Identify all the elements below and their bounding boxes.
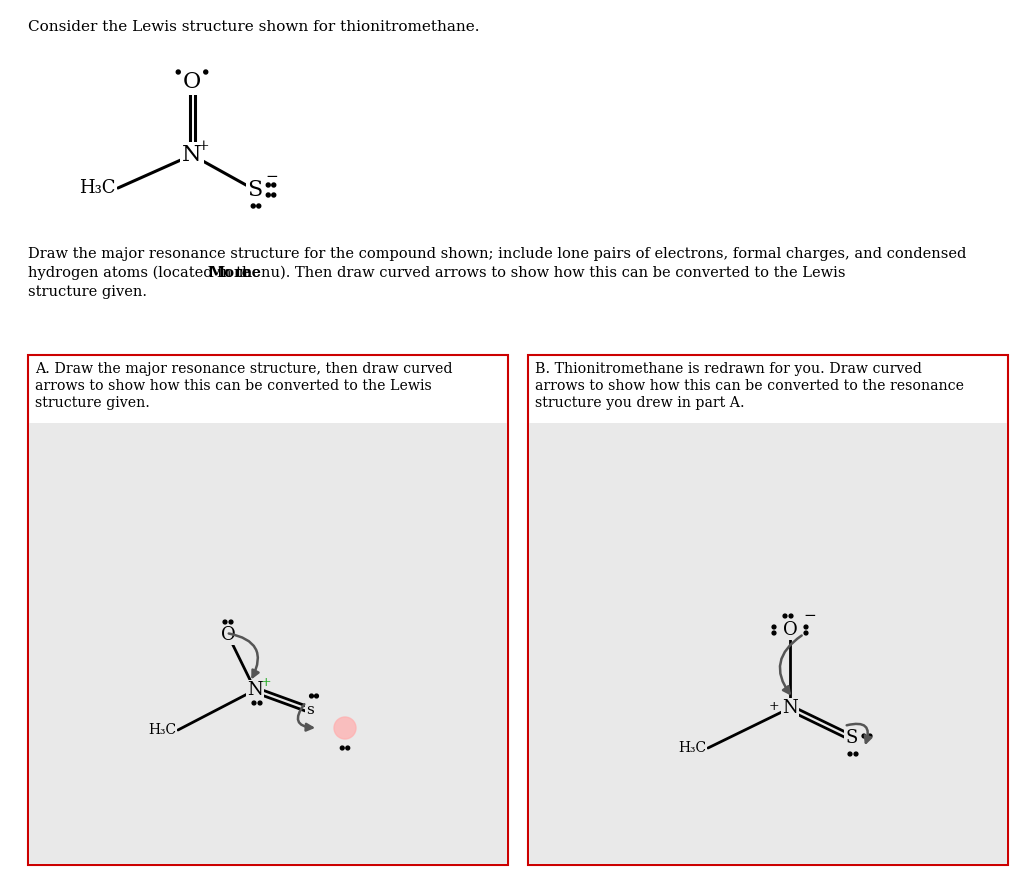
Text: −: − (804, 609, 816, 623)
Circle shape (804, 625, 808, 629)
Circle shape (266, 193, 270, 197)
Circle shape (251, 204, 255, 208)
Circle shape (199, 70, 203, 74)
Text: H₃C: H₃C (678, 741, 706, 755)
Circle shape (340, 746, 344, 750)
Circle shape (772, 631, 776, 635)
Circle shape (176, 70, 180, 74)
Text: S: S (846, 729, 858, 747)
Circle shape (271, 193, 275, 197)
Bar (528, 355, 1008, 865)
Text: structure you drew in part A.: structure you drew in part A. (535, 396, 744, 410)
Text: More: More (209, 266, 252, 280)
Bar (529, 423, 1007, 864)
Circle shape (181, 70, 185, 74)
Text: N: N (782, 699, 798, 717)
Circle shape (804, 631, 808, 635)
Text: O: O (220, 626, 236, 644)
Circle shape (334, 717, 356, 739)
Text: −: − (265, 170, 279, 184)
Circle shape (868, 734, 871, 738)
Text: H₃C: H₃C (80, 179, 116, 197)
Circle shape (783, 614, 786, 618)
Bar (29, 423, 507, 864)
Circle shape (204, 70, 208, 74)
Circle shape (848, 753, 852, 756)
Circle shape (252, 701, 256, 705)
Text: H₃C: H₃C (147, 723, 176, 737)
FancyArrowPatch shape (298, 704, 312, 731)
FancyArrowPatch shape (228, 634, 258, 677)
Text: +: + (261, 676, 271, 690)
Text: Consider the Lewis structure shown for thionitromethane.: Consider the Lewis structure shown for t… (28, 20, 479, 34)
Text: N: N (247, 681, 263, 699)
Circle shape (772, 625, 776, 629)
Text: O: O (183, 71, 201, 93)
Text: Draw the major resonance structure for the compound shown; include lone pairs of: Draw the major resonance structure for t… (28, 247, 967, 261)
Circle shape (271, 183, 275, 187)
Circle shape (223, 620, 227, 624)
Circle shape (257, 204, 261, 208)
Bar (28, 355, 508, 865)
Text: arrows to show how this can be converted to the Lewis: arrows to show how this can be converted… (35, 379, 432, 393)
Text: hydrogen atoms (located in the: hydrogen atoms (located in the (28, 266, 265, 281)
Text: s: s (306, 703, 314, 717)
Text: B. Thionitromethane is redrawn for you. Draw curved: B. Thionitromethane is redrawn for you. … (535, 362, 922, 376)
Text: +: + (198, 139, 209, 153)
Text: S: S (248, 179, 262, 201)
Text: A. Draw the major resonance structure, then draw curved: A. Draw the major resonance structure, t… (35, 362, 453, 376)
Text: structure given.: structure given. (28, 285, 147, 299)
Text: O: O (782, 621, 798, 639)
Circle shape (854, 753, 858, 756)
Text: structure given.: structure given. (35, 396, 150, 410)
Circle shape (266, 183, 270, 187)
Circle shape (229, 620, 232, 624)
Text: N: N (182, 144, 202, 166)
Circle shape (346, 746, 349, 750)
Text: arrows to show how this can be converted to the resonance: arrows to show how this can be converted… (535, 379, 964, 393)
Circle shape (314, 694, 318, 698)
Circle shape (309, 694, 313, 698)
FancyArrowPatch shape (780, 635, 802, 694)
Circle shape (790, 614, 793, 618)
Text: menu). Then draw curved arrows to show how this can be converted to the Lewis: menu). Then draw curved arrows to show h… (233, 266, 846, 280)
Circle shape (258, 701, 262, 705)
FancyArrowPatch shape (847, 724, 871, 743)
Circle shape (862, 734, 866, 738)
Text: +: + (769, 699, 779, 712)
